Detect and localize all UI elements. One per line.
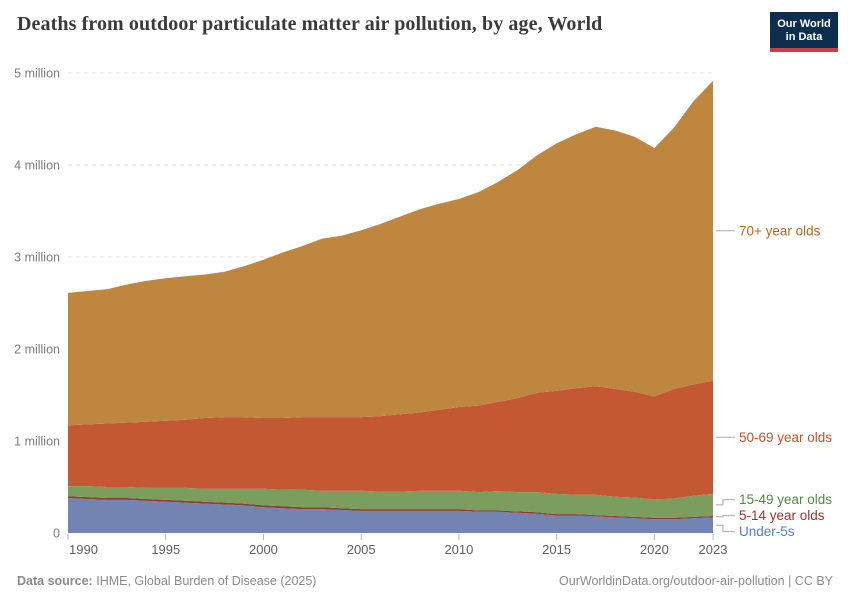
legend-connector-15-49-year-olds xyxy=(716,499,735,506)
legend-connector-under-5s xyxy=(716,524,735,533)
y-tick-label: 4 million xyxy=(14,159,60,173)
legend-label-5-14-year-olds[interactable]: 5-14 year olds xyxy=(739,508,825,523)
data-source: Data source: IHME, Global Burden of Dise… xyxy=(17,574,316,588)
area-15-49-year-olds[interactable] xyxy=(68,486,713,518)
x-tick-label: 1995 xyxy=(151,542,180,557)
y-tick-label: 5 million xyxy=(14,67,60,81)
legend-label-50-69-year-olds[interactable]: 50-69 year olds xyxy=(739,430,832,445)
legend-connector-5-14-year-olds xyxy=(716,515,735,518)
y-tick-label: 1 million xyxy=(14,435,60,449)
area-under-5s[interactable] xyxy=(68,498,713,533)
x-tick-label: 2020 xyxy=(640,542,669,557)
y-tick-label: 2 million xyxy=(14,343,60,357)
y-tick-label: 3 million xyxy=(14,251,60,265)
data-source-value: IHME, Global Burden of Disease (2025) xyxy=(96,574,317,588)
page-title: Deaths from outdoor particulate matter a… xyxy=(17,13,603,35)
x-tick-label: 2015 xyxy=(542,542,571,557)
area-50-69-year-olds[interactable] xyxy=(68,380,713,500)
owid-logo: Our World in Data xyxy=(770,12,838,52)
chart-footer: Data source: IHME, Global Burden of Dise… xyxy=(17,574,833,588)
legend-label-15-49-year-olds[interactable]: 15-49 year olds xyxy=(739,492,832,507)
owid-logo-line2: in Data xyxy=(785,31,823,43)
credit-line: OurWorldinData.org/outdoor-air-pollution… xyxy=(559,574,833,588)
x-tick-label: 2023 xyxy=(699,542,728,557)
data-source-label: Data source: xyxy=(17,574,93,588)
area-5-14-year-olds[interactable] xyxy=(68,496,713,520)
x-tick-label: 1990 xyxy=(69,542,98,557)
x-tick-label: 2010 xyxy=(444,542,473,557)
owid-logo-line1: Our World xyxy=(777,18,831,30)
x-tick-label: 2005 xyxy=(347,542,376,557)
area-70-year-olds[interactable] xyxy=(68,80,713,426)
legend-label-under-5s[interactable]: Under-5s xyxy=(739,524,795,539)
legend-label-70-year-olds[interactable]: 70+ year olds xyxy=(739,223,821,238)
y-tick-label: 0 xyxy=(53,527,60,541)
x-tick-label: 2000 xyxy=(249,542,278,557)
